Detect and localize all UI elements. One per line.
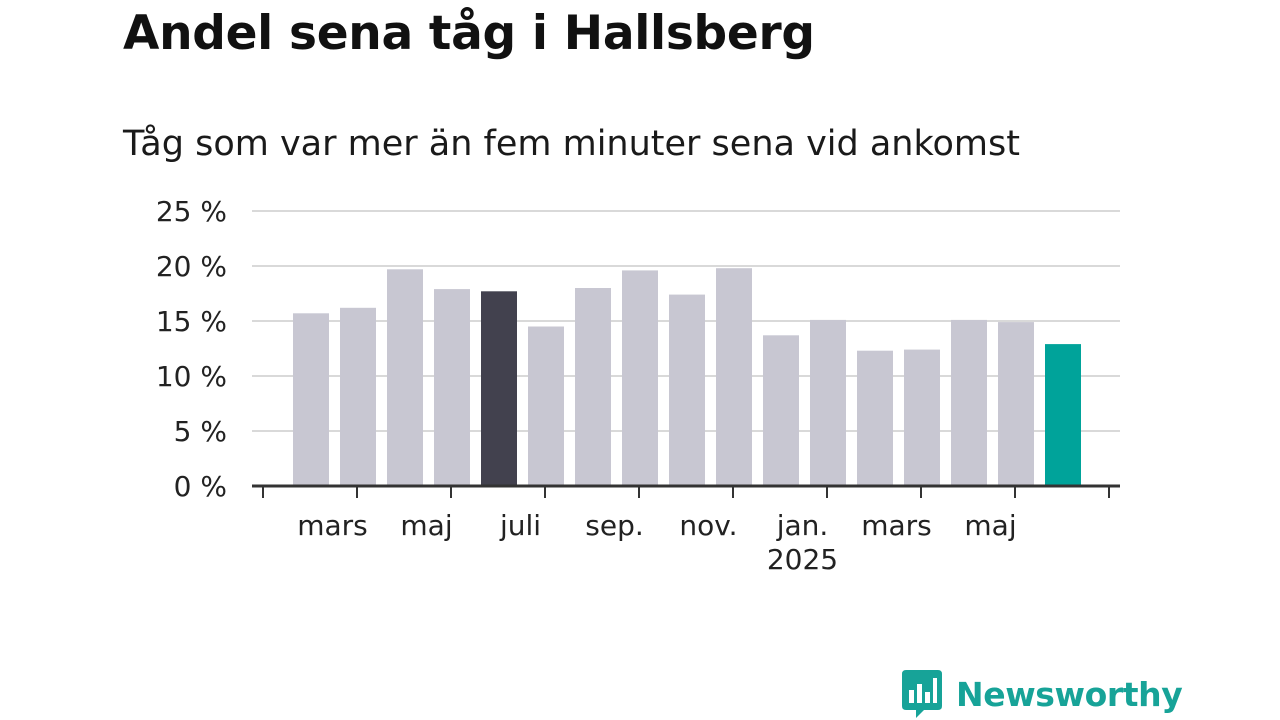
bar-2024-09	[622, 270, 658, 486]
chart-subtitle: Tåg som var mer än fem minuter sena vid …	[123, 124, 1020, 164]
y-tick-label: 0 %	[174, 470, 227, 503]
x-tick-label: juli	[499, 509, 541, 542]
y-tick-label: 5 %	[174, 415, 227, 448]
newsworthy-chart-bubble-icon	[902, 670, 942, 718]
bar-2025-02	[857, 350, 893, 486]
chart-title: Andel sena tåg i Hallsberg	[123, 6, 815, 61]
bar-2024-06	[481, 291, 517, 486]
x-tick-label: mars	[297, 509, 368, 542]
y-tick-label: 15 %	[156, 305, 227, 338]
y-tick-label: 10 %	[156, 360, 227, 393]
bar-2025-03	[904, 349, 940, 486]
bar-2024-04	[387, 269, 423, 486]
bar-2025-04	[951, 319, 987, 486]
bar-2024-07	[528, 326, 564, 486]
y-tick-label: 25 %	[156, 195, 227, 228]
bar-2025-01	[810, 319, 846, 486]
x-tick-label: mars	[861, 509, 932, 542]
bars	[293, 268, 1081, 486]
bar-2024-12	[763, 335, 799, 486]
bar-2024-10	[669, 294, 705, 486]
x-tick-label: maj	[964, 509, 1016, 542]
newsworthy-logo[interactable]: Newsworthy	[902, 670, 1183, 718]
x-tick-year-label: 2025	[767, 543, 838, 576]
bar-2025-06	[1045, 344, 1081, 486]
bar-2024-08	[575, 288, 611, 486]
bar-2024-02	[293, 313, 329, 486]
x-tick-label: jan.	[776, 509, 829, 542]
x-tick-label: maj	[400, 509, 452, 542]
brand-name: Newsworthy	[956, 674, 1183, 714]
bar-2025-05	[998, 322, 1034, 486]
x-tick-label: sep.	[585, 509, 644, 542]
y-axis-tick-labels: 0 % 5 % 10 % 15 % 20 % 25 %	[156, 195, 227, 503]
y-tick-label: 20 %	[156, 250, 227, 283]
x-tick-label: nov.	[679, 509, 737, 542]
bar-2024-05	[434, 289, 470, 486]
bar-2024-03	[340, 307, 376, 486]
x-axis	[252, 484, 1120, 498]
bar-2024-11	[716, 268, 752, 486]
